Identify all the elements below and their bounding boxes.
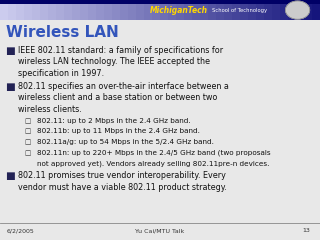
Text: Yu Cai/MTU Talk: Yu Cai/MTU Talk [135, 228, 185, 233]
Bar [0, 0, 8, 20]
Bar [168, 0, 176, 20]
Text: 802.11n: up to 220+ Mbps in the 2.4/5 GHz band (two proposals: 802.11n: up to 220+ Mbps in the 2.4/5 GH… [37, 150, 270, 156]
Text: 6/2/2005: 6/2/2005 [6, 228, 34, 233]
Bar [16, 0, 24, 20]
Text: specification in 1997.: specification in 1997. [18, 69, 104, 78]
Text: 802.11: up to 2 Mbps in the 2.4 GHz band.: 802.11: up to 2 Mbps in the 2.4 GHz band… [37, 118, 190, 124]
Text: wireless clients.: wireless clients. [18, 105, 81, 114]
Bar [120, 0, 128, 20]
Bar [152, 0, 160, 20]
Text: 802.11 specifies an over-the-air interface between a: 802.11 specifies an over-the-air interfa… [18, 82, 228, 90]
Bar [224, 0, 232, 20]
Text: wireless client and a base station or between two: wireless client and a base station or be… [18, 93, 217, 102]
Circle shape [285, 1, 310, 19]
Bar [72, 0, 80, 20]
Bar [48, 0, 56, 20]
Bar [296, 0, 304, 20]
Bar [288, 0, 296, 20]
Bar [240, 0, 248, 20]
Bar [0, 0, 320, 4]
Bar [264, 0, 272, 20]
Bar [272, 0, 280, 20]
Bar [200, 0, 208, 20]
Bar [144, 0, 152, 20]
Bar [80, 0, 88, 20]
Bar [96, 0, 104, 20]
Bar [32, 0, 40, 20]
Bar [248, 0, 256, 20]
Text: wireless LAN technology. The IEEE accepted the: wireless LAN technology. The IEEE accept… [18, 57, 210, 66]
Bar [208, 0, 216, 20]
Bar [216, 0, 224, 20]
Text: ■: ■ [5, 171, 14, 181]
Text: ■: ■ [5, 82, 14, 92]
Bar [128, 0, 136, 20]
Text: 802.11 promises true vendor interoperability. Every: 802.11 promises true vendor interoperabi… [18, 171, 226, 180]
Text: vendor must have a viable 802.11 product strategy.: vendor must have a viable 802.11 product… [18, 183, 227, 192]
Text: □: □ [24, 150, 30, 156]
Bar [176, 0, 184, 20]
Bar [64, 0, 72, 20]
Text: 802.11b: up to 11 Mbps in the 2.4 GHz band.: 802.11b: up to 11 Mbps in the 2.4 GHz ba… [37, 128, 200, 134]
Text: MichiganTech: MichiganTech [150, 6, 208, 15]
Bar [56, 0, 64, 20]
Bar [112, 0, 120, 20]
Text: IEEE 802.11 standard: a family of specifications for: IEEE 802.11 standard: a family of specif… [18, 46, 223, 55]
Text: □: □ [24, 118, 30, 124]
Bar [280, 0, 288, 20]
Bar [8, 0, 16, 20]
Text: School of Technology: School of Technology [212, 8, 268, 12]
Bar [304, 0, 312, 20]
Text: □: □ [24, 139, 30, 145]
Bar [24, 0, 32, 20]
Text: 13: 13 [302, 228, 310, 233]
Bar [192, 0, 200, 20]
Bar [40, 0, 48, 20]
Text: not approved yet). Vendors already selling 802.11pre-n devices.: not approved yet). Vendors already selli… [37, 160, 269, 167]
Bar [136, 0, 144, 20]
Bar [256, 0, 264, 20]
Bar [184, 0, 192, 20]
Bar [160, 0, 168, 20]
Bar [312, 0, 320, 20]
Bar [104, 0, 112, 20]
Text: □: □ [24, 128, 30, 134]
Text: Wireless LAN: Wireless LAN [6, 25, 119, 40]
Bar [232, 0, 240, 20]
Bar [88, 0, 96, 20]
Text: 802.11a/g: up to 54 Mbps in the 5/2.4 GHz band.: 802.11a/g: up to 54 Mbps in the 5/2.4 GH… [37, 139, 214, 145]
Text: ■: ■ [5, 46, 14, 56]
